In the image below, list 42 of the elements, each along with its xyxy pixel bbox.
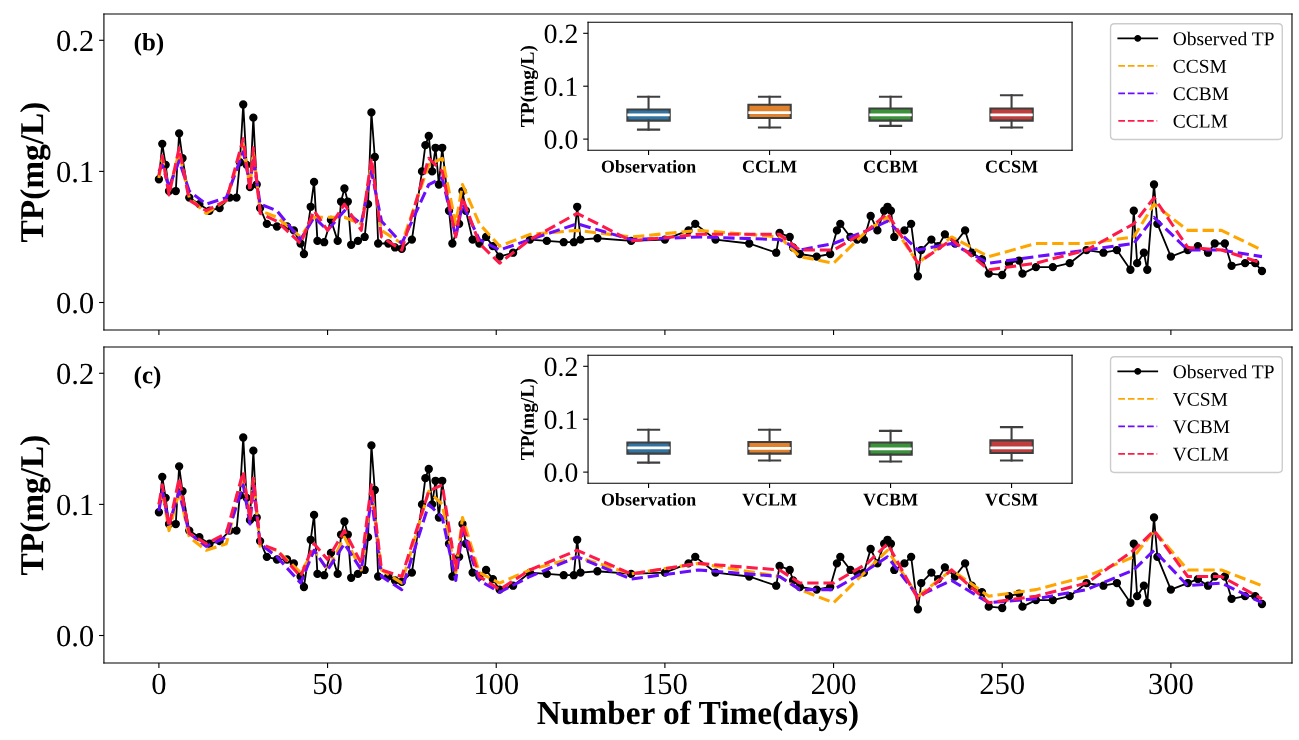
x-tick-label: VCSM	[985, 493, 1038, 506]
legend-label: Observed TP	[1173, 31, 1274, 46]
y-tick-label: 0.0	[544, 130, 578, 150]
x-tick-label: CCBM	[863, 160, 918, 173]
x-tick-label: Observation	[601, 492, 696, 506]
legend-label: Observed TP	[1173, 364, 1274, 379]
y-tick-label: 0.2	[544, 24, 577, 44]
y-tick-label: 0.2	[57, 30, 93, 52]
y-axis-title: TP(mg/L)	[520, 379, 539, 460]
annotation: (c)	[134, 366, 161, 389]
x-tick-label: 0	[152, 673, 166, 695]
x-tick-label: 150	[644, 673, 687, 695]
x-tick-label: CCLM	[742, 160, 797, 173]
legend-label: CCSM	[1173, 59, 1227, 73]
y-tick-label: 0.2	[57, 363, 93, 385]
annotation: (b)	[134, 33, 164, 56]
legend-label: VCLM	[1172, 447, 1229, 461]
legend-label: CCLM	[1173, 114, 1228, 128]
y-axis-title: TP(mg/L)	[19, 436, 51, 575]
legend-label: VCBM	[1172, 420, 1230, 434]
y-tick-label: 0.1	[57, 494, 93, 516]
x-tick-label: VCBM	[863, 493, 918, 506]
y-tick-label: 0.1	[57, 161, 93, 183]
x-tick-label: CCSM	[985, 160, 1038, 173]
y-tick-label: 0.0	[57, 625, 94, 647]
legend-label: VCSM	[1172, 392, 1228, 406]
y-tick-label: 0.1	[544, 410, 577, 430]
legend-label: CCBM	[1173, 87, 1229, 101]
y-tick-label: 0.0	[57, 292, 94, 314]
y-tick-label: 0.1	[544, 77, 577, 97]
x-axis-title: Number of Time(days)	[537, 700, 858, 732]
x-tick-label: 300	[1149, 673, 1193, 695]
y-tick-label: 0.2	[544, 357, 577, 377]
x-tick-label: 250	[980, 673, 1024, 695]
x-tick-label: 200	[811, 673, 856, 695]
y-tick-label: 0.0	[544, 463, 578, 483]
y-axis-title: TP(mg/L)	[520, 46, 539, 127]
x-tick-label: 100	[476, 673, 518, 695]
y-axis-title: TP(mg/L)	[19, 103, 51, 242]
x-tick-label: VCLM	[742, 493, 797, 506]
x-tick-label: 50	[314, 673, 342, 695]
x-tick-label: Observation	[601, 159, 696, 173]
